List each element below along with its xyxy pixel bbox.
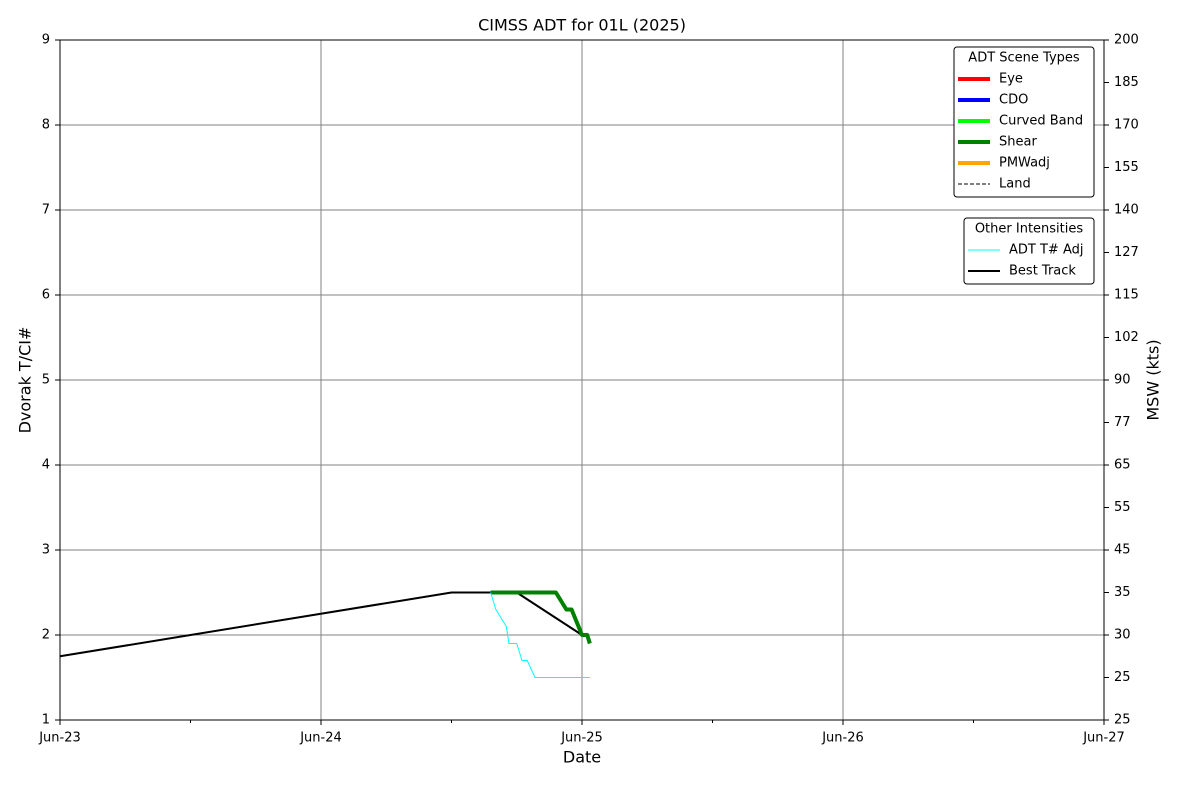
y-tick-label: 1 (42, 713, 50, 728)
y-tick-label: 4 (42, 458, 50, 473)
legend-label: CDO (999, 93, 1028, 108)
x-tick-label: Jun-26 (821, 731, 864, 746)
y2-tick-label: 155 (1114, 160, 1139, 175)
legend: ADT Scene Types Eye CDO Curved Band Shear PMW… (953, 46, 1095, 285)
legend-label: Land (999, 177, 1031, 192)
legend-label: ADT T# Adj (1009, 243, 1083, 258)
axes: Jun-23 Jun-24 Jun-25 Jun-26 Jun-271234567892… (38, 33, 1139, 746)
y2-tick-label: 115 (1114, 288, 1139, 303)
legend-label: PMWadj (999, 156, 1050, 171)
legend-label: Best Track (1009, 264, 1076, 279)
chart-title: CIMSS ADT for 01L (2025) (478, 16, 686, 35)
y-tick-label: 7 (42, 203, 50, 218)
y2-tick-label: 102 (1114, 330, 1139, 345)
series-line (490, 590, 592, 645)
y2-axis-label: MSW (kts) (1144, 339, 1163, 420)
y2-tick-label: 30 (1114, 628, 1131, 643)
y-tick-label: 3 (42, 543, 50, 558)
series-line (490, 592, 590, 678)
y2-tick-label: 77 (1114, 415, 1131, 430)
legend-label: Shear (999, 135, 1037, 150)
x-tick-label: Jun-25 (560, 731, 603, 746)
legend-label: Eye (999, 72, 1023, 87)
grid (59, 39, 1105, 721)
y2-tick-label: 65 (1114, 458, 1131, 473)
plot-lines (59, 590, 592, 678)
y-tick-label: 5 (42, 373, 50, 388)
y2-tick-label: 25 (1114, 670, 1131, 685)
y2-tick-label: 35 (1114, 585, 1131, 600)
y2-tick-label: 55 (1114, 500, 1131, 515)
x-tick-label: Jun-23 (38, 731, 81, 746)
y-axis-label: Dvorak T/CI# (16, 327, 35, 434)
legend-box (963, 217, 1095, 285)
y-tick-label: 9 (42, 33, 50, 48)
y2-tick-label: 127 (1114, 245, 1139, 260)
y2-tick-label: 25 (1114, 713, 1131, 728)
y-tick-label: 2 (42, 628, 50, 643)
y2-tick-label: 90 (1114, 373, 1131, 388)
y2-tick-label: 170 (1114, 118, 1139, 133)
legend-title: ADT Scene Types (968, 51, 1080, 66)
x-tick-label: Jun-24 (299, 731, 342, 746)
y-tick-label: 6 (42, 288, 50, 303)
x-axis-label: Date (563, 748, 601, 767)
legend-label: Curved Band (999, 114, 1083, 129)
y-tick-label: 8 (42, 118, 50, 133)
legend-title: Other Intensities (975, 222, 1084, 237)
y2-tick-label: 45 (1114, 543, 1131, 558)
y2-tick-label: 185 (1114, 75, 1139, 90)
y2-tick-label: 140 (1114, 203, 1139, 218)
legend-box (953, 46, 1095, 198)
x-tick-label: Jun-27 (1082, 731, 1125, 746)
y2-tick-label: 200 (1114, 33, 1139, 48)
series-line (59, 591, 583, 658)
